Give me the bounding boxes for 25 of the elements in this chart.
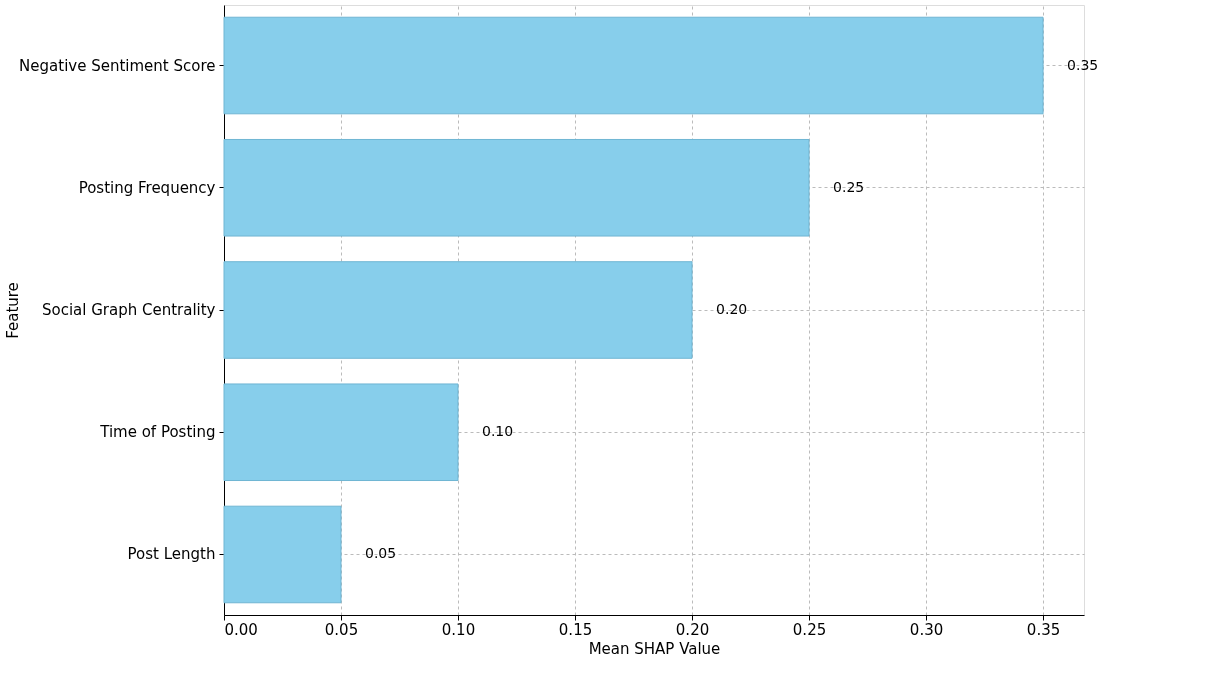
data-label: 0.20 bbox=[716, 301, 748, 317]
y-tick-label: Posting Frequency bbox=[78, 178, 216, 197]
x-tick-label: 0.00 bbox=[224, 620, 258, 639]
bar bbox=[223, 383, 459, 482]
y-tick-label: Negative Sentiment Score bbox=[19, 56, 216, 75]
bar bbox=[223, 261, 693, 359]
y-tick-label: Post Length bbox=[127, 545, 216, 564]
x-tick-label: 0.25 bbox=[792, 620, 827, 639]
data-label: 0.25 bbox=[833, 178, 865, 195]
bar bbox=[223, 16, 1044, 115]
x-tick-label: 0.05 bbox=[324, 620, 359, 639]
bar bbox=[223, 505, 342, 604]
x-tick-label: 0.30 bbox=[909, 620, 944, 639]
x-tick-label: 0.35 bbox=[1026, 620, 1061, 639]
y-tick-label: Time of Posting bbox=[99, 423, 216, 442]
x-tick-label: 0.15 bbox=[558, 620, 593, 639]
bar bbox=[223, 138, 810, 237]
x-tick-label: 0.10 bbox=[441, 620, 476, 639]
x-axis-title: Mean SHAP Value bbox=[588, 639, 721, 658]
data-label: 0.35 bbox=[1067, 56, 1099, 73]
data-label: 0.05 bbox=[365, 545, 397, 562]
x-tick-label: 0.20 bbox=[675, 620, 710, 639]
data-label: 0.10 bbox=[482, 423, 514, 440]
y-tick-label: Social Graph Centrality bbox=[41, 301, 216, 319]
y-axis-title: Feature bbox=[3, 282, 22, 339]
